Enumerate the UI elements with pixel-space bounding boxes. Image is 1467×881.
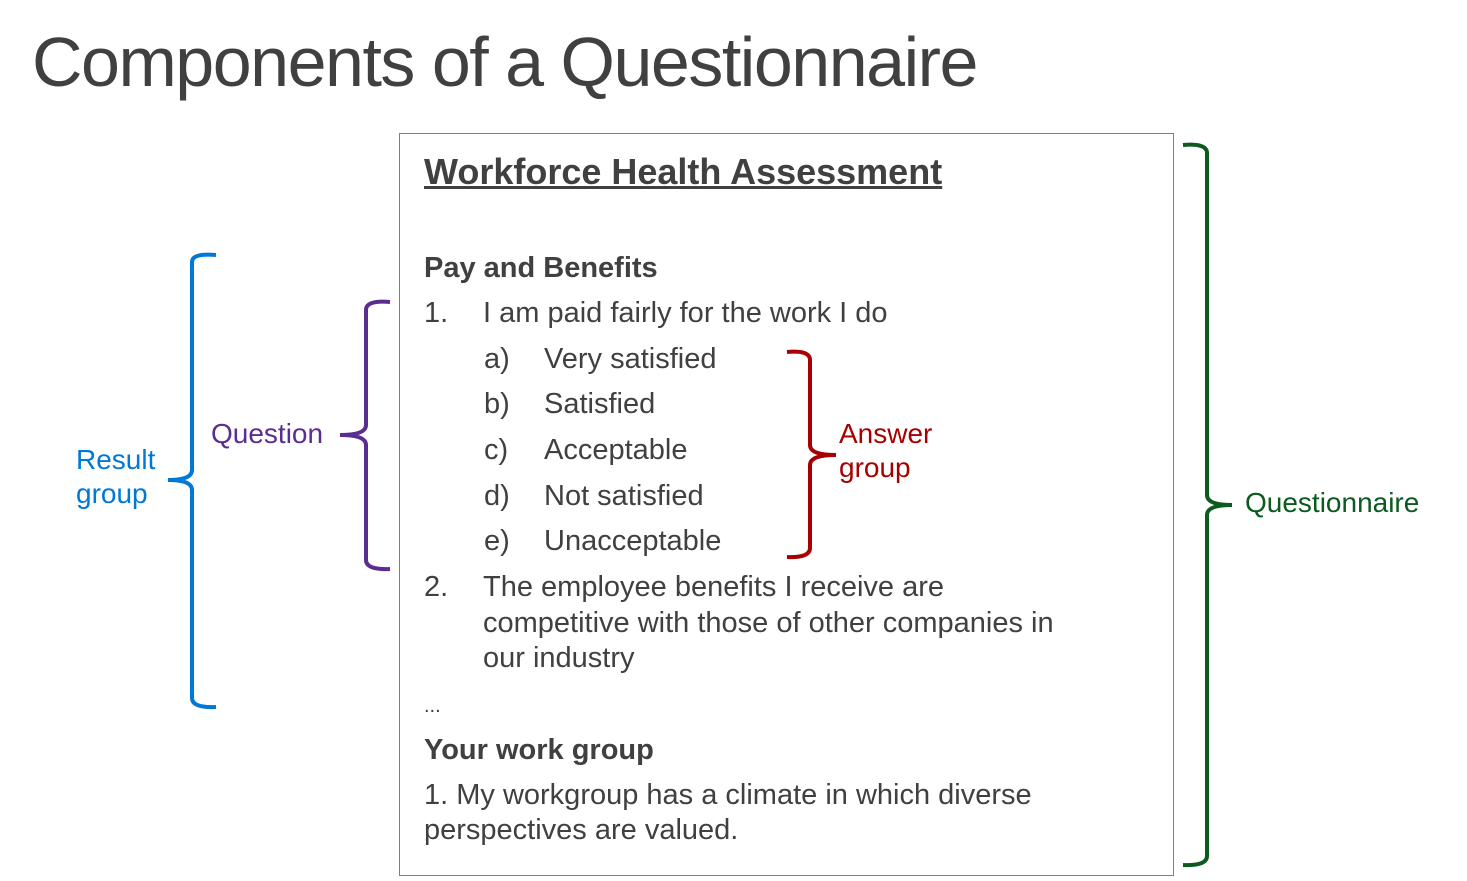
answer-letter: c) (484, 434, 509, 466)
question-number: 1. (424, 297, 449, 329)
questionnaire-bracket (1182, 142, 1233, 868)
answer-text: Satisfied (544, 388, 656, 420)
label-line: group (76, 478, 148, 509)
question-text-line: The employee benefits I receive are (483, 571, 945, 603)
question-text-line: perspectives are valued. (424, 814, 739, 846)
answer-letter: a) (484, 343, 510, 375)
question-text: I am paid fairly for the work I do (483, 297, 888, 329)
answer-text: Very satisfied (544, 343, 717, 375)
question-text-line: our industry (483, 642, 635, 674)
label-line: Result (76, 444, 156, 475)
section-heading: Your work group (424, 734, 654, 766)
questionnaire-box (399, 133, 1174, 876)
answer-letter: e) (484, 525, 510, 557)
question-text-line: competitive with those of other companie… (483, 607, 1054, 639)
question-number: 2. (424, 571, 449, 603)
answer-text: Not satisfied (544, 480, 704, 512)
answer-letter: d) (484, 480, 510, 512)
answer-group-label: Answer group (839, 417, 932, 485)
questionnaire-title: Workforce Health Assessment (424, 151, 943, 192)
answer-letter: b) (484, 388, 510, 420)
section-heading: Pay and Benefits (424, 252, 658, 284)
question-label: Question (211, 418, 324, 449)
result-group-label: Result group (76, 443, 155, 511)
ellipsis: ... (424, 695, 441, 717)
result-group-bracket (167, 252, 217, 710)
label-line: Answer (839, 418, 933, 449)
answer-text: Unacceptable (544, 525, 722, 557)
question-text-line: 1. My workgroup has a climate in which d… (424, 779, 1032, 811)
label-line: group (839, 452, 911, 483)
slide-title: Components of a Questionnaire (32, 23, 978, 101)
questionnaire-label: Questionnaire (1245, 487, 1420, 518)
answer-text: Acceptable (544, 434, 688, 466)
answer-group-bracket (786, 349, 837, 560)
question-bracket (339, 299, 391, 572)
